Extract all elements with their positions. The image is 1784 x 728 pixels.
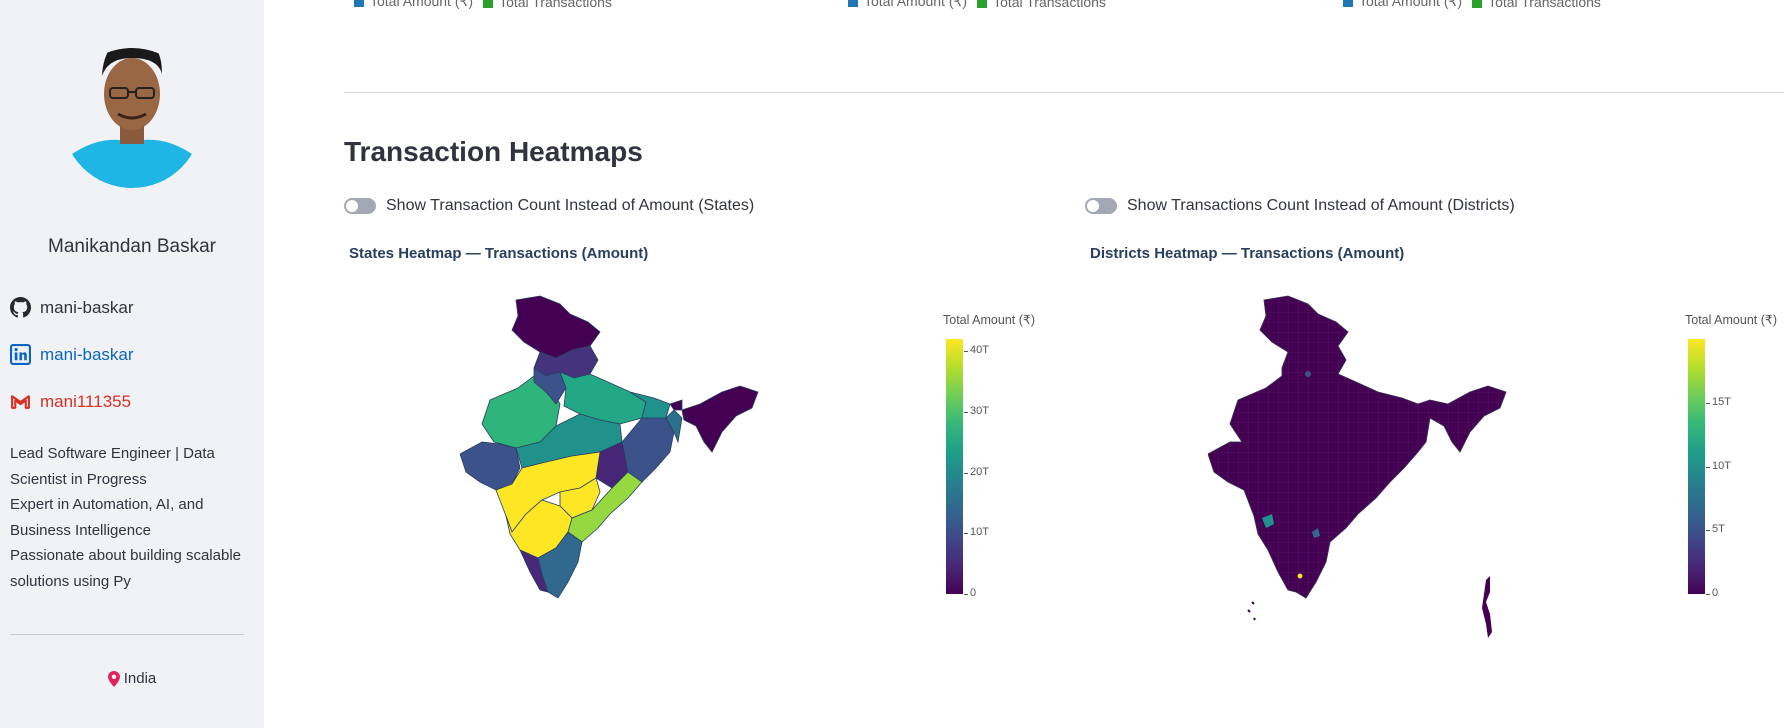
email-link[interactable]: mani111355 — [10, 391, 131, 412]
legend-item-transactions[interactable]: Total Transactions — [977, 0, 1106, 10]
colorbar-tick-label: 15T — [1706, 395, 1731, 408]
region-east — [621, 417, 675, 483]
bio-line: Business Intelligence — [10, 521, 151, 539]
profile-name: Manikandan Baskar — [48, 236, 216, 257]
bio-line: Lead Software Engineer | Data — [10, 445, 215, 462]
region-karnataka — [505, 499, 573, 559]
colorbar-tick-label: 20T — [964, 465, 989, 478]
states-heatmap-map[interactable] — [460, 292, 800, 660]
linkedin-link[interactable]: mani-baskar — [10, 344, 134, 365]
legend-item-amount[interactable]: Total Amount (₹) — [848, 0, 967, 10]
toggle-districts-switch[interactable] — [1085, 198, 1117, 214]
legend-item-amount[interactable]: Total Amount (₹) — [354, 0, 473, 10]
profile-avatar — [62, 48, 202, 188]
location: India — [0, 670, 264, 687]
chart-legend: Total Amount (₹) Total Transactions — [848, 0, 1106, 10]
islands-andaman — [1482, 576, 1492, 638]
states-colorbar-title: Total Amount (₹) — [943, 313, 1036, 327]
github-link[interactable]: mani-baskar — [10, 297, 134, 318]
districts-heatmap-title: Districts Heatmap — Transactions (Amount… — [1090, 245, 1405, 262]
toggle-states-row: Show Transaction Count Instead of Amount… — [344, 197, 754, 215]
legend-item-transactions[interactable]: Total Transactions — [1472, 0, 1601, 10]
toggle-districts-label: Show Transactions Count Instead of Amoun… — [1127, 197, 1515, 214]
region-gujarat — [460, 441, 521, 491]
toggle-states-switch[interactable] — [344, 198, 376, 214]
gmail-icon — [11, 395, 30, 409]
colorbar-tick-label: 5T — [1706, 523, 1725, 536]
legend-item-transactions[interactable]: Total Transactions — [483, 0, 612, 10]
districts-colorbar — [1688, 339, 1705, 594]
district-highlight-blue2 — [1305, 371, 1311, 377]
bio-line: Expert in Automation, AI, and — [10, 496, 204, 513]
github-icon — [10, 297, 31, 318]
region-northeast — [681, 385, 759, 453]
states-heatmap-title: States Heatmap — Transactions (Amount) — [349, 245, 649, 262]
colorbar-tick-label: 10T — [964, 526, 989, 539]
district-highlight-teal — [1262, 514, 1274, 528]
location-text: India — [123, 670, 157, 687]
colorbar-tick-label: 0 — [1705, 587, 1719, 599]
colorbar-tick-label: 30T — [964, 404, 989, 417]
chart-legend: Total Amount (₹) Total Transactions — [1343, 0, 1601, 10]
districts-colorbar-title: Total Amount (₹) — [1685, 313, 1778, 327]
states-colorbar — [946, 339, 963, 594]
linkedin-username: mani-baskar — [40, 344, 134, 364]
toggle-states-label: Show Transaction Count Instead of Amount… — [386, 197, 755, 214]
pin-icon — [107, 670, 120, 687]
sidebar-divider — [10, 634, 244, 635]
colorbar-tick-label: 0 — [963, 587, 977, 599]
bio-line: solutions using Py — [10, 572, 131, 590]
district-highlight-blue — [1312, 528, 1320, 538]
profile-bio: Lead Software Engineer | Data Scientist … — [10, 441, 250, 594]
section-divider — [344, 92, 1784, 93]
islands-lakshadweep — [1247, 601, 1256, 621]
github-username: mani-baskar — [40, 297, 134, 317]
bio-line: Scientist in Progress — [10, 470, 147, 488]
region-up — [559, 371, 647, 425]
legend-item-amount[interactable]: Total Amount (₹) — [1343, 0, 1462, 10]
region-tn — [537, 531, 583, 599]
region-wb — [665, 409, 683, 444]
colorbar-tick-label: 10T — [1706, 459, 1731, 472]
email-username: mani111355 — [40, 391, 132, 411]
districts-heatmap-map[interactable] — [1208, 292, 1548, 660]
bio-line: Passionate about building scalable — [10, 547, 241, 564]
sidebar: Manikandan Baskar mani-baskar mani-baska… — [0, 0, 264, 728]
district-highlight-yellow — [1297, 573, 1303, 579]
region-sikkim — [669, 399, 683, 411]
chart-legend: Total Amount (₹) Total Transactions — [354, 0, 612, 10]
toggle-districts-row: Show Transactions Count Instead of Amoun… — [1085, 197, 1515, 215]
linkedin-icon — [10, 344, 31, 365]
section-title: Transaction Heatmaps — [344, 136, 643, 167]
region-haryana — [533, 367, 567, 405]
colorbar-tick-label: 40T — [964, 344, 989, 357]
